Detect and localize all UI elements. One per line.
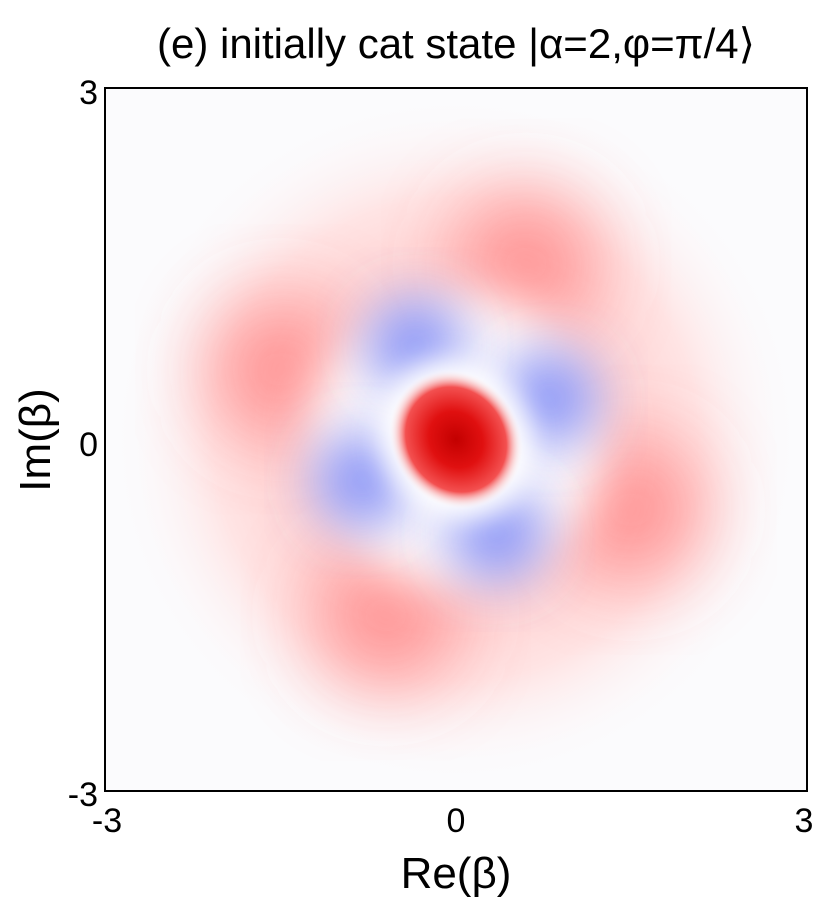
x-tick-label-left: -3 <box>92 802 122 840</box>
y-tick-label-top: 3 <box>79 74 98 112</box>
heatmap-layer <box>110 94 802 785</box>
y-axis-label: Im(β) <box>11 388 60 492</box>
x-tick-label-middle: 0 <box>447 802 466 840</box>
chart-title: (e) initially cat state |α=2,φ=π/4⟩ <box>157 20 755 67</box>
x-tick-label-right: 3 <box>795 802 814 840</box>
x-axis-label: Re(β) <box>401 849 512 898</box>
central-peak <box>388 369 524 510</box>
plot-frame <box>104 87 808 792</box>
y-tick-label-bottom: -3 <box>68 776 98 814</box>
plot-area <box>104 87 808 792</box>
y-tick-label-middle: 0 <box>79 426 98 464</box>
